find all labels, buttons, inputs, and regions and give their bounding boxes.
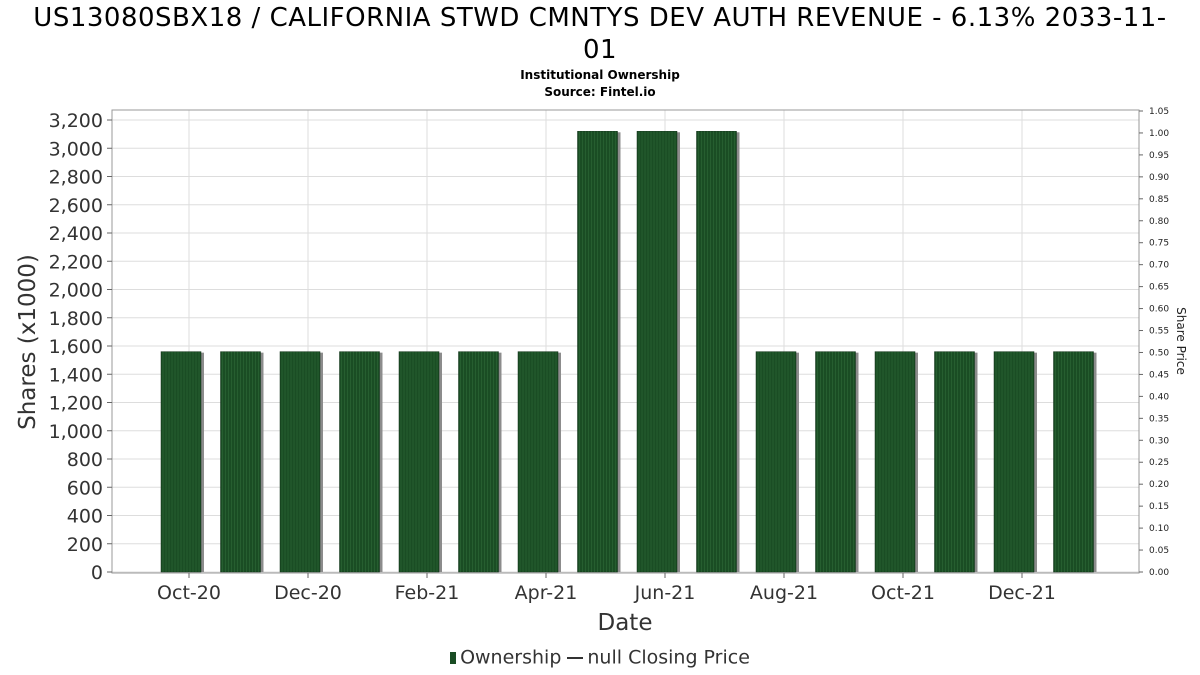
ownership-swatch-icon	[450, 651, 457, 664]
y2-tick-label: 0.75	[1149, 239, 1169, 249]
y2-tick-label: 0.30	[1149, 436, 1169, 446]
ownership-chart: 0 200 400 600 800 1,000 1,200 1,400 1,600 1,800 2,…	[15, 107, 1188, 636]
y2-tick-label: 0.95	[1149, 151, 1169, 161]
chart-subtitle: Institutional Ownership	[520, 68, 680, 82]
y-tick-label: 2,800	[49, 167, 103, 189]
y-tick-label: 2,600	[49, 195, 103, 217]
y2-axis: 0.00 0.05 0.10 0.15 0.20 0.25 0.30 0.35 0.40 0.45…	[1139, 107, 1169, 578]
y-tick-label: 1,400	[49, 364, 103, 386]
line-swatch-icon	[567, 656, 584, 659]
y-tick-label: 0	[91, 562, 103, 584]
legend-closing-price: null Closing Price	[587, 646, 750, 669]
x-tick-label: Apr-21	[515, 582, 578, 604]
y2-tick-label: 0.80	[1149, 217, 1169, 227]
grid-lines	[112, 110, 1139, 573]
y-tick-label: 1,800	[49, 308, 103, 330]
y-tick-label: 3,000	[49, 138, 103, 160]
y2-tick-label: 0.35	[1149, 414, 1169, 424]
y-tick-label: 200	[67, 534, 103, 556]
y-tick-label: 2,000	[49, 280, 103, 302]
y-tick-label: 3,200	[49, 110, 103, 132]
x-axis: Oct-20 Dec-20 Feb-21 Apr-21 Jun-21 Aug-21 Oct-…	[157, 573, 1056, 604]
y-axis: 0 200 400 600 800 1,000 1,200 1,400 1,600 1,800 2,…	[49, 110, 112, 584]
x-tick-label: Aug-21	[750, 582, 818, 604]
y2-tick-label: 0.20	[1149, 480, 1169, 490]
x-tick-label: Oct-20	[157, 582, 221, 604]
y2-tick-label: 0.00	[1149, 568, 1169, 578]
x-axis-title: Date	[598, 610, 653, 636]
y2-tick-label: 0.40	[1149, 392, 1169, 402]
y2-tick-label: 0.15	[1149, 502, 1169, 512]
chart-title: US13080SBX18 / CALIFORNIA STWD CMNTYS DE…	[33, 3, 1167, 65]
legend: Ownership null Closing Price	[0, 646, 1200, 669]
y2-tick-label: 0.10	[1149, 524, 1169, 534]
y-tick-label: 1,200	[49, 393, 103, 415]
y2-axis-title: Share Price	[1174, 307, 1188, 375]
legend-ownership: Ownership	[460, 646, 562, 669]
y-tick-label: 1,000	[49, 421, 103, 443]
y-tick-label: 800	[67, 449, 103, 471]
y2-tick-label: 0.85	[1149, 195, 1169, 205]
y-tick-label: 600	[67, 477, 103, 499]
y2-tick-label: 0.70	[1149, 261, 1169, 271]
y-axis-title: Shares (x1000)	[15, 254, 41, 430]
bars	[160, 131, 1097, 573]
y2-tick-label: 0.25	[1149, 458, 1169, 468]
y2-tick-label: 0.50	[1149, 348, 1169, 358]
y-tick-label: 400	[67, 506, 103, 528]
y-tick-label: 2,200	[49, 251, 103, 273]
y2-tick-label: 0.55	[1149, 327, 1169, 337]
y-tick-label: 1,600	[49, 336, 103, 358]
y2-tick-label: 1.00	[1149, 129, 1169, 139]
x-tick-label: Dec-21	[988, 582, 1056, 604]
y2-tick-label: 0.65	[1149, 283, 1169, 293]
chart-source: Source: Fintel.io	[544, 85, 656, 99]
y2-tick-label: 0.05	[1149, 546, 1169, 556]
y2-tick-label: 1.05	[1149, 107, 1169, 117]
x-tick-label: Jun-21	[634, 582, 696, 604]
plot-frame	[111, 109, 1140, 574]
y-tick-label: 2,400	[49, 223, 103, 245]
y2-tick-label: 0.90	[1149, 173, 1169, 183]
x-tick-label: Dec-20	[274, 582, 342, 604]
y2-tick-label: 0.45	[1149, 370, 1169, 380]
x-tick-label: Oct-21	[871, 582, 935, 604]
y2-tick-label: 0.60	[1149, 305, 1169, 315]
x-tick-label: Feb-21	[395, 582, 460, 604]
